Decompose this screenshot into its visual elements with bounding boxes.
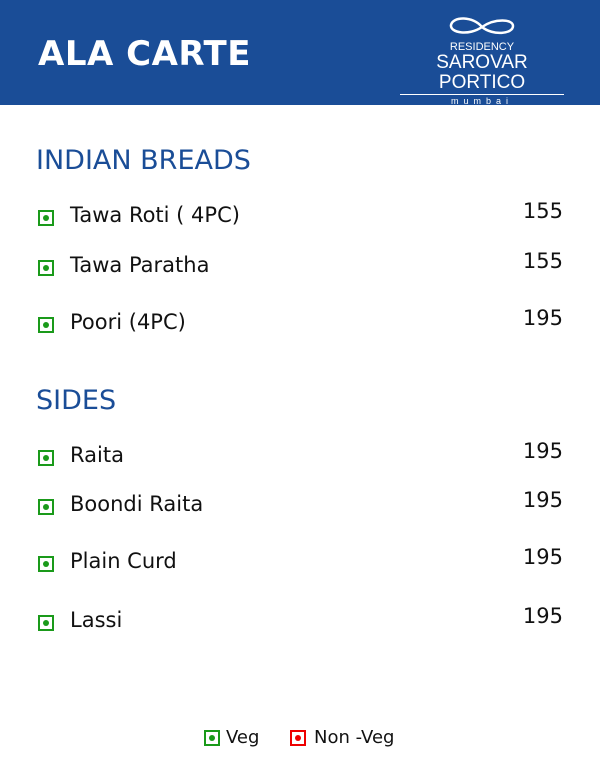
hotel-logo: RESIDENCY SAROVAR PORTICO mumbai <box>396 14 568 106</box>
menu-item: Plain Curd 195 <box>38 545 563 579</box>
section-title-sides: SIDES <box>36 385 117 416</box>
item-name: Lassi <box>70 608 123 632</box>
item-price: 155 <box>522 249 563 273</box>
menu-item: Boondi Raita 195 <box>38 488 563 522</box>
header: ALA CARTE RESIDENCY SAROVAR PORTICO mumb… <box>0 0 600 106</box>
section-title-indian-breads: INDIAN BREADS <box>36 145 251 176</box>
menu-item: Poori (4PC) 195 <box>38 306 563 340</box>
logo-brand: SAROVAR PORTICO <box>400 53 564 95</box>
veg-icon <box>38 450 54 466</box>
legend-nonveg-label: Non -Veg <box>314 727 395 748</box>
item-price: 195 <box>522 439 563 463</box>
non-veg-icon <box>290 730 306 746</box>
menu-item: Tawa Roti ( 4PC) 155 <box>38 199 563 233</box>
infinity-logo-icon <box>449 17 515 35</box>
item-name: Tawa Paratha <box>70 253 210 277</box>
logo-city: mumbai <box>450 96 513 106</box>
logo-residency: RESIDENCY <box>449 41 515 53</box>
item-price: 195 <box>522 488 563 512</box>
veg-icon <box>38 317 54 333</box>
menu-item: Raita 195 <box>38 439 563 473</box>
item-price: 155 <box>522 199 563 223</box>
veg-icon <box>38 556 54 572</box>
item-price: 195 <box>522 604 563 628</box>
item-name: Boondi Raita <box>70 492 204 516</box>
page-title: ALA CARTE <box>38 34 251 74</box>
item-name: Tawa Roti ( 4PC) <box>70 203 240 227</box>
item-price: 195 <box>522 545 563 569</box>
legend-veg-label: Veg <box>226 727 260 748</box>
item-name: Raita <box>70 443 124 467</box>
veg-icon <box>38 499 54 515</box>
veg-icon <box>38 260 54 276</box>
item-price: 195 <box>522 306 563 330</box>
menu-item: Tawa Paratha 155 <box>38 249 563 283</box>
item-name: Poori (4PC) <box>70 310 186 334</box>
veg-icon <box>204 730 220 746</box>
menu-item: Lassi 195 <box>38 604 563 638</box>
veg-icon <box>38 210 54 226</box>
veg-icon <box>38 615 54 631</box>
item-name: Plain Curd <box>70 549 177 573</box>
